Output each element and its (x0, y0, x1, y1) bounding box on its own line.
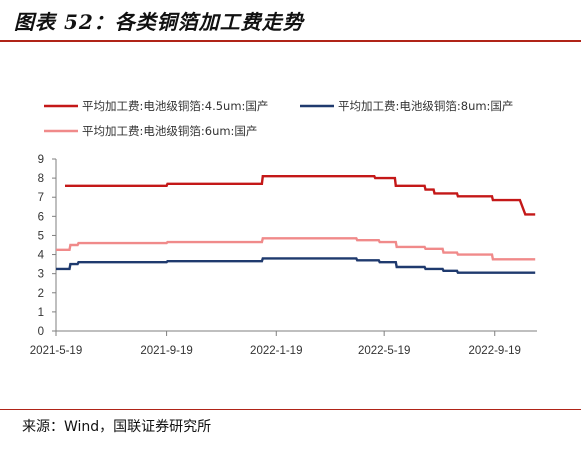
y-tick-label: 5 (38, 230, 44, 242)
legend-item-4.5um: 平均加工费:电池级铜箔:4.5um:国产 (44, 99, 268, 113)
source-rule (0, 409, 581, 410)
chart-legend: 平均加工费:电池级铜箔:4.5um:国产 平均加工费:电池级铜箔:8um:国产 … (44, 99, 513, 138)
y-tick-label: 3 (38, 269, 44, 281)
y-tick-label: 1 (38, 307, 44, 319)
legend-item-8um: 平均加工费:电池级铜箔:8um:国产 (300, 99, 513, 113)
y-tick-label: 8 (38, 173, 44, 185)
figure-title: 图表 52：各类铜箔加工费走势 (14, 10, 304, 34)
series-line-8um (56, 257, 536, 274)
y-tick-label: 6 (38, 211, 44, 223)
x-tick-label: 2021-9-19 (140, 345, 192, 357)
legend-label-4.5um: 平均加工费:电池级铜箔:4.5um:国产 (82, 99, 268, 113)
x-tick-label: 2022-1-19 (250, 345, 302, 357)
legend-item-6um: 平均加工费:电池级铜箔:6um:国产 (44, 124, 257, 138)
x-tick-label: 2022-9-19 (469, 345, 521, 357)
series-line-4.5um (65, 174, 536, 216)
y-tick-label: 0 (38, 326, 44, 338)
y-tick-label: 2 (38, 288, 44, 300)
x-tick-label: 2022-5-19 (358, 345, 410, 357)
legend-label-6um: 平均加工费:电池级铜箔:6um:国产 (82, 124, 257, 138)
series-line-6um (56, 237, 536, 261)
y-tick-label: 7 (38, 192, 44, 204)
source-note: 来源：Wind，国联证券研究所 (22, 419, 212, 435)
chart-axes: 0 1 2 3 4 5 6 7 8 9 2021-5-19 2021-9-19 2022-1-19 202… (30, 154, 537, 357)
chart-plot-area (56, 174, 536, 274)
x-tick-label: 2021-5-19 (30, 345, 82, 357)
legend-label-8um: 平均加工费:电池级铜箔:8um:国产 (338, 99, 513, 113)
y-tick-label: 9 (38, 154, 44, 166)
y-tick-label: 4 (38, 250, 45, 262)
title-rule (0, 40, 581, 42)
